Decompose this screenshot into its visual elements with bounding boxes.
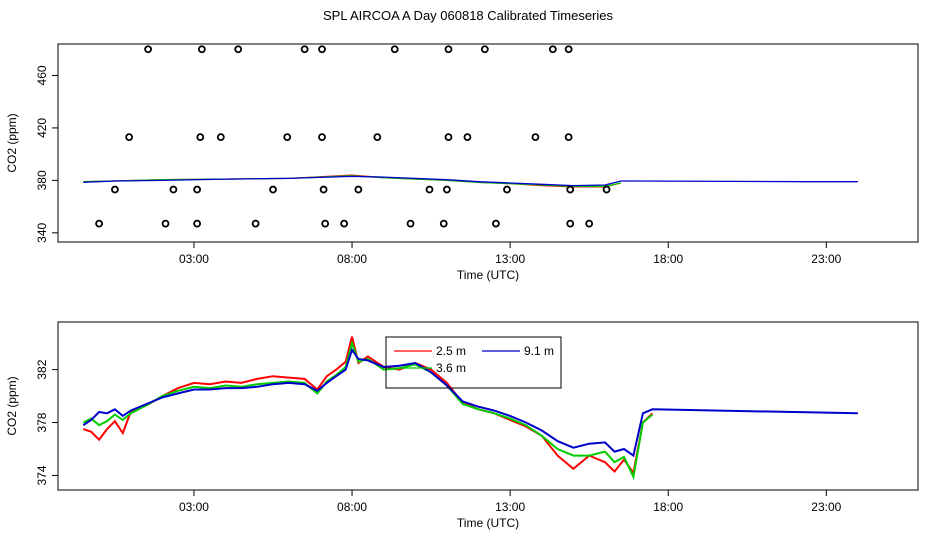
panel1-data-point — [111, 185, 119, 194]
panel1-data-point — [161, 219, 170, 228]
panel1-x-tick-label: 08:00 — [337, 252, 367, 266]
panel1-data-point — [193, 219, 202, 228]
panel2-x-tick-label: 23:00 — [811, 500, 841, 514]
panel1-data-point — [95, 219, 104, 228]
panel1-data-point — [373, 133, 382, 141]
panel1-data-point — [566, 219, 575, 228]
panel1-data-point — [251, 219, 260, 228]
panel1-y-axis-label: CO2 (ppm) — [5, 113, 19, 172]
panel2-y-tick-label: 378 — [35, 412, 49, 432]
panel1-x-tick-label: 13:00 — [495, 252, 525, 266]
panel1-data-point — [444, 45, 453, 54]
panel1-data-point — [318, 45, 326, 54]
panel1-data-point — [319, 185, 328, 194]
panel1-data-point — [283, 133, 292, 141]
panel1-data-point — [444, 133, 453, 141]
panel1-data-point — [480, 45, 489, 54]
panel2-x-axis-label: Time (UTC) — [457, 516, 519, 530]
panel1-data-point — [548, 45, 557, 54]
panel1-x-tick-label: 03:00 — [179, 252, 209, 266]
chart-title: SPL AIRCOA A Day 060818 Calibrated Times… — [322, 8, 613, 23]
legend-label-0: 2.5 m — [436, 344, 466, 358]
panel1-data-point — [439, 219, 448, 228]
panel1-data-point — [318, 133, 326, 141]
panel1-series-line-2 — [83, 175, 858, 187]
panel1-data-point — [340, 219, 349, 228]
panel1-x-tick-label: 18:00 — [653, 252, 683, 266]
panel1-data-point — [503, 185, 511, 194]
panel1-data-point — [602, 185, 611, 194]
panel1-data-point — [442, 185, 451, 194]
panel1-data-point — [269, 185, 277, 194]
panel1-data-point — [193, 185, 202, 194]
panel2-plot-frame — [57, 321, 919, 491]
panel1-data-point — [196, 133, 205, 141]
panel2-series-line-1 — [82, 339, 654, 481]
panel1-data-point — [406, 219, 415, 228]
panel1-plot-frame — [57, 43, 919, 243]
legend-box — [385, 336, 562, 389]
panel1-data-point — [585, 219, 594, 228]
panel1-data-point — [390, 45, 399, 54]
panel1-data-point — [300, 45, 309, 54]
panel1-data-point — [425, 185, 434, 194]
panel2-x-tick-label: 18:00 — [653, 500, 683, 514]
panel2-series-line-2 — [82, 347, 858, 458]
panel1-data-point — [234, 45, 243, 54]
panel1-data-point — [321, 219, 330, 228]
panel1-y-tick-label: 380 — [35, 170, 49, 190]
panel1-data-point — [144, 45, 153, 54]
panel1-x-tick-label: 23:00 — [811, 252, 841, 266]
panel1-data-point — [216, 133, 225, 141]
panel1-x-axis-label: Time (UTC) — [457, 268, 519, 282]
panel2-x-tick-label: 08:00 — [337, 500, 367, 514]
panel1-data-point — [197, 45, 206, 54]
panel1-y-tick-label: 460 — [35, 65, 49, 85]
panel1-data-point — [354, 185, 363, 194]
panel2-y-tick-label: 374 — [35, 465, 49, 485]
panel1-data-point — [125, 133, 134, 141]
panel1-data-point — [531, 133, 540, 141]
panel2-y-tick-label: 382 — [35, 359, 49, 379]
panel1-data-point — [463, 133, 472, 141]
panel1-data-point — [492, 219, 500, 228]
panel1-data-point — [169, 185, 178, 194]
panel1-data-point — [566, 185, 575, 194]
panel2-y-axis-label: CO2 (ppm) — [5, 376, 19, 435]
panel1-y-tick-label: 340 — [35, 222, 49, 242]
panel1-y-tick-label: 420 — [35, 118, 49, 138]
panel2-x-tick-label: 13:00 — [495, 500, 525, 514]
panel2-x-tick-label: 03:00 — [179, 500, 209, 514]
panel1-data-point — [564, 133, 573, 141]
panel1-data-point — [564, 45, 573, 54]
legend-label-1: 3.6 m — [436, 361, 466, 375]
legend-label-2: 9.1 m — [524, 344, 554, 358]
